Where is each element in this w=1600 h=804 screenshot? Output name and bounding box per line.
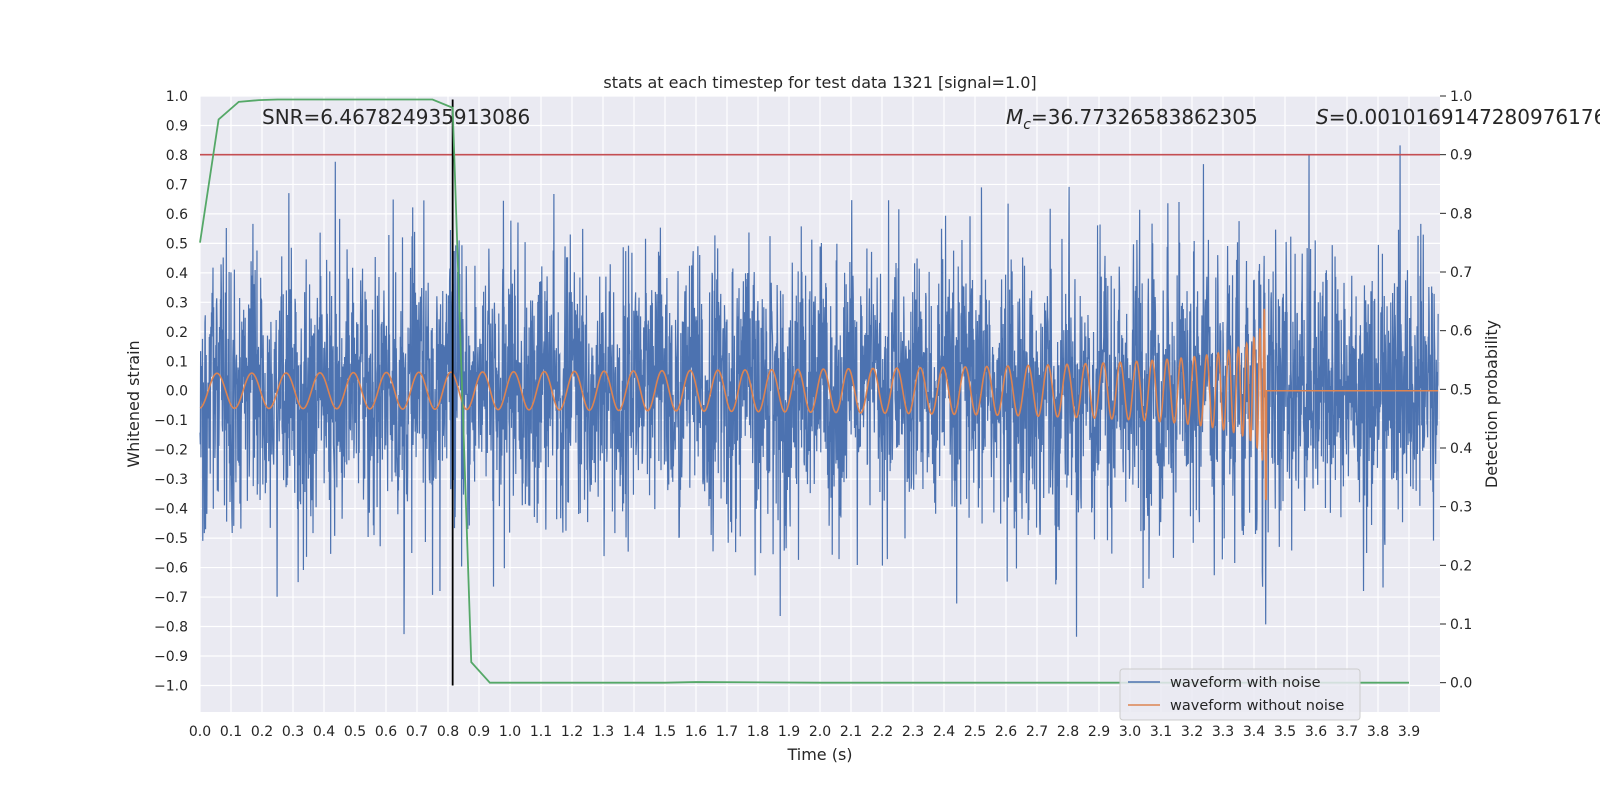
y-tick-label: −0.8 [154, 620, 188, 636]
x-tick-label: 0.0 [189, 724, 211, 740]
y-tick-label: 0.9 [166, 118, 188, 134]
legend-label-noisy: waveform with noise [1170, 675, 1321, 691]
x-tick-label: 1.6 [685, 724, 707, 740]
y-right-tick-label: 0.3 [1450, 500, 1472, 516]
x-tick-label: 0.1 [220, 724, 242, 740]
y-tick-label: 0.5 [166, 236, 188, 252]
x-tick-label: 0.6 [375, 724, 397, 740]
y-right-tick-label: 0.6 [1450, 324, 1472, 340]
x-tick-label: 3.3 [1212, 724, 1234, 740]
x-tick-label: 1.1 [530, 724, 552, 740]
x-tick-label: 2.5 [964, 724, 986, 740]
x-tick-label: 3.1 [1150, 724, 1172, 740]
y-tick-label: 0.1 [166, 354, 188, 370]
chart-title: stats at each timestep for test data 132… [603, 73, 1036, 92]
y-right-tick-label: 0.5 [1450, 382, 1472, 398]
x-tick-label: 0.2 [251, 724, 273, 740]
y-tick-label: 0.8 [166, 148, 188, 164]
x-tick-label: 2.2 [871, 724, 893, 740]
x-tick-label: 3.6 [1305, 724, 1327, 740]
y-tick-label: 0.0 [166, 384, 188, 400]
series-layer [199, 98, 1440, 686]
y-tick-label: 0.7 [166, 177, 188, 193]
legend: waveform with noise waveform without noi… [1119, 668, 1361, 721]
y-right-tick-label: 0.4 [1450, 441, 1472, 457]
legend-box [1119, 668, 1361, 721]
x-tick-label: 1.0 [499, 724, 521, 740]
x-tick-label: 0.5 [344, 724, 366, 740]
x-tick-label: 0.3 [282, 724, 304, 740]
x-axis-label: Time (s) [786, 745, 852, 764]
y-tick-label: 0.6 [166, 207, 188, 223]
y-tick-label: −0.2 [154, 443, 188, 459]
chirp-mass-subscript: c [1023, 117, 1031, 133]
y-tick-label: −0.4 [154, 502, 188, 518]
s-annotation: S=0.0010169147280976176 [1316, 105, 1600, 129]
x-tick-label: 1.9 [778, 724, 800, 740]
x-tick-label: 1.5 [654, 724, 676, 740]
x-tick-label: 1.8 [747, 724, 769, 740]
chirp-mass-annotation: Mc=36.77326583862305 [1006, 105, 1258, 133]
x-tick-label: 2.8 [1057, 724, 1079, 740]
y-tick-label: 0.4 [166, 266, 188, 282]
chirp-mass-symbol: M [1006, 105, 1023, 129]
y-tick-label: −0.5 [154, 531, 188, 547]
x-tick-label: 0.9 [468, 724, 490, 740]
x-tick-label: 3.4 [1243, 724, 1265, 740]
x-tick-label: 1.7 [716, 724, 738, 740]
y-right-tick-label: 0.8 [1450, 206, 1472, 222]
y-right-tick-label: 0.9 [1450, 148, 1472, 164]
x-tick-label: 2.9 [1088, 724, 1110, 740]
y-tick-label: −0.9 [154, 649, 188, 665]
y-tick-label: −0.7 [154, 590, 188, 606]
x-tick-label: 0.4 [313, 724, 335, 740]
ticks: 0.0 0.1 0.2 0.3 0.4 0.5 0.6 0.7 0.8 0.9 1.0 1.1 1.2 1… [154, 89, 1472, 740]
series-waveform-without-noise [199, 308, 1439, 501]
y-right-tick-label: 0.7 [1450, 265, 1472, 281]
y-tick-label: −0.3 [154, 472, 188, 488]
x-tick-label: 1.2 [561, 724, 583, 740]
chirp-mass-value: =36.77326583862305 [1031, 105, 1258, 129]
series-detection-probability [199, 98, 1409, 684]
s-symbol: S [1316, 105, 1329, 129]
x-tick-label: 3.9 [1398, 724, 1420, 740]
snr-annotation: SNR=6.467824935913086 [262, 105, 530, 129]
y-tick-label: −0.6 [154, 561, 188, 577]
y-right-tick-label: 0.2 [1450, 558, 1472, 574]
x-tick-label: 2.1 [840, 724, 862, 740]
x-tick-label: 2.4 [933, 724, 955, 740]
x-tick-label: 3.7 [1336, 724, 1358, 740]
y-tick-label: −0.1 [154, 413, 188, 429]
x-tick-label: 0.7 [406, 724, 428, 740]
x-tick-label: 2.0 [809, 724, 831, 740]
legend-label-clean: waveform without noise [1170, 698, 1344, 714]
y-tick-label: 1.0 [166, 89, 188, 105]
y-tick-label: 0.2 [166, 325, 188, 341]
x-tick-label: 2.3 [902, 724, 924, 740]
y-right-tick-label: 0.1 [1450, 617, 1472, 633]
x-tick-label: 2.6 [995, 724, 1017, 740]
x-tick-label: 1.3 [592, 724, 614, 740]
y-axis-label: Whitened strain [124, 340, 143, 467]
y-axis-right-label: Detection probability [1482, 320, 1501, 488]
x-tick-label: 1.4 [623, 724, 645, 740]
x-tick-label: 3.5 [1274, 724, 1296, 740]
y-right-tick-label: 1.0 [1450, 89, 1472, 105]
x-tick-label: 3.2 [1181, 724, 1203, 740]
x-tick-label: 3.8 [1367, 724, 1389, 740]
y-right-tick-label: 0.0 [1450, 676, 1472, 692]
x-tick-label: 0.8 [437, 724, 459, 740]
s-value: =0.0010169147280976176 [1329, 105, 1600, 129]
x-tick-label: 3.0 [1119, 724, 1141, 740]
y-tick-label: −1.0 [154, 678, 188, 694]
y-tick-label: 0.3 [166, 295, 188, 311]
x-tick-label: 2.7 [1026, 724, 1048, 740]
